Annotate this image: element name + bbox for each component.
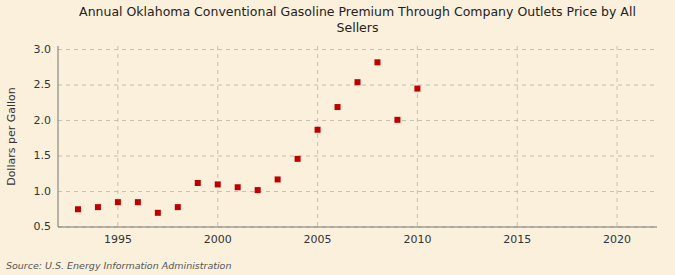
chart-container: 0.5 1.0 1.5 2.0 2.5 3.0 1995 2000 2005 2010 2015 20… [0, 0, 675, 275]
x-grid-line [417, 46, 418, 227]
y-grid-line [58, 156, 657, 157]
y-grid-line [58, 120, 657, 121]
point [414, 86, 420, 92]
x-grid-line [517, 46, 518, 227]
point [355, 79, 361, 85]
point [275, 176, 281, 182]
x-tick-label: 2000 [204, 233, 232, 246]
title-line: Sellers [337, 20, 379, 35]
title: Annual Oklahoma Conventional Gasoline Pr… [79, 4, 636, 35]
y-grid-line [58, 191, 657, 192]
y-axis-label: Dollars per Gallon [5, 87, 18, 186]
point [235, 184, 241, 190]
x-tick-label: 1995 [104, 233, 132, 246]
y-tick-label: 0.5 [34, 220, 52, 233]
point [75, 206, 81, 212]
y-grid-line [58, 227, 657, 228]
point [315, 127, 321, 133]
x-tick-label: 2015 [503, 233, 531, 246]
y-tick-label: 2.0 [34, 114, 52, 127]
x-grid-line [217, 46, 218, 227]
x-axis-line [58, 227, 657, 228]
chart-svg: 0.5 1.0 1.5 2.0 2.5 3.0 1995 2000 2005 2010 2015 20… [0, 0, 675, 275]
source-note: Source: U.S. Energy Information Administ… [6, 260, 231, 271]
point [155, 210, 161, 216]
x-tick-label: 2005 [304, 233, 332, 246]
x-tick-label: 2020 [603, 233, 631, 246]
y-tick-label: 3.0 [34, 43, 52, 56]
x-grid-line [317, 46, 318, 227]
point [335, 104, 341, 110]
point [175, 204, 181, 210]
grid [58, 46, 657, 227]
x-tick-label: 2010 [403, 233, 431, 246]
point [115, 199, 121, 205]
point [295, 156, 301, 162]
point [135, 199, 141, 205]
points [75, 59, 420, 215]
point [195, 180, 201, 186]
y-grid-line [58, 49, 657, 50]
title-line: Annual Oklahoma Conventional Gasoline Pr… [79, 4, 636, 19]
y-axis-line [58, 46, 59, 227]
point [394, 117, 400, 123]
y-tick-label: 2.5 [34, 78, 52, 91]
x-grid-line [617, 46, 618, 227]
y-tick-label: 1.0 [34, 185, 52, 198]
point [95, 204, 101, 210]
point [374, 59, 380, 65]
y-tick-label: 1.5 [34, 149, 52, 162]
point [255, 187, 261, 193]
point [215, 181, 221, 187]
